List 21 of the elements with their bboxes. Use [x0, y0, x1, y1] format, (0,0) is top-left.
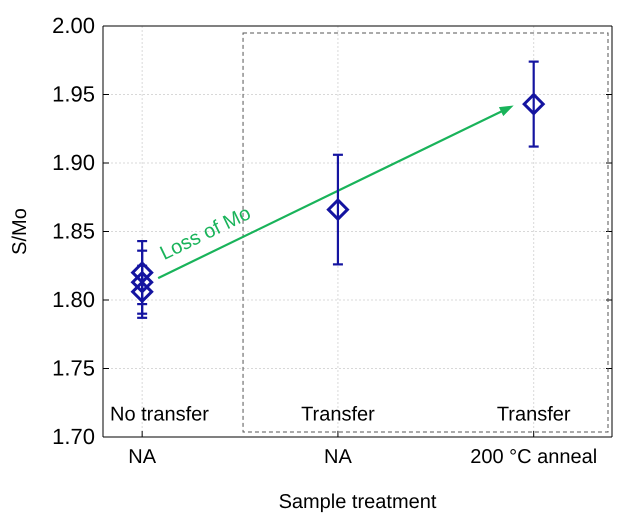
point — [522, 93, 545, 116]
point — [131, 271, 154, 294]
x-tick-label: NA — [128, 446, 157, 468]
y-tick-label: 1.95 — [52, 82, 95, 107]
x-tick-label: NA — [324, 446, 352, 468]
y-tick-label: 1.85 — [52, 218, 95, 244]
y-tick-label: 1.75 — [52, 356, 95, 381]
x-tick-label: 200 °C anneal — [470, 446, 598, 468]
annotation: No transfer — [110, 404, 210, 426]
y-tick-label: 1.90 — [52, 150, 95, 176]
point — [326, 198, 349, 221]
y-tick-label: 1.70 — [52, 424, 95, 450]
x-axis-title: Sample treatment — [278, 491, 437, 513]
point — [131, 262, 154, 284]
y-tick-label: 2.00 — [52, 13, 95, 38]
y-tick-label: 1.80 — [52, 287, 95, 312]
y-axis-title: S/Mo — [9, 208, 31, 255]
annotation: Transfer — [301, 404, 376, 426]
annotation: Transfer — [496, 404, 571, 426]
annotation: Loss of Mo — [156, 202, 254, 265]
point — [131, 280, 154, 303]
